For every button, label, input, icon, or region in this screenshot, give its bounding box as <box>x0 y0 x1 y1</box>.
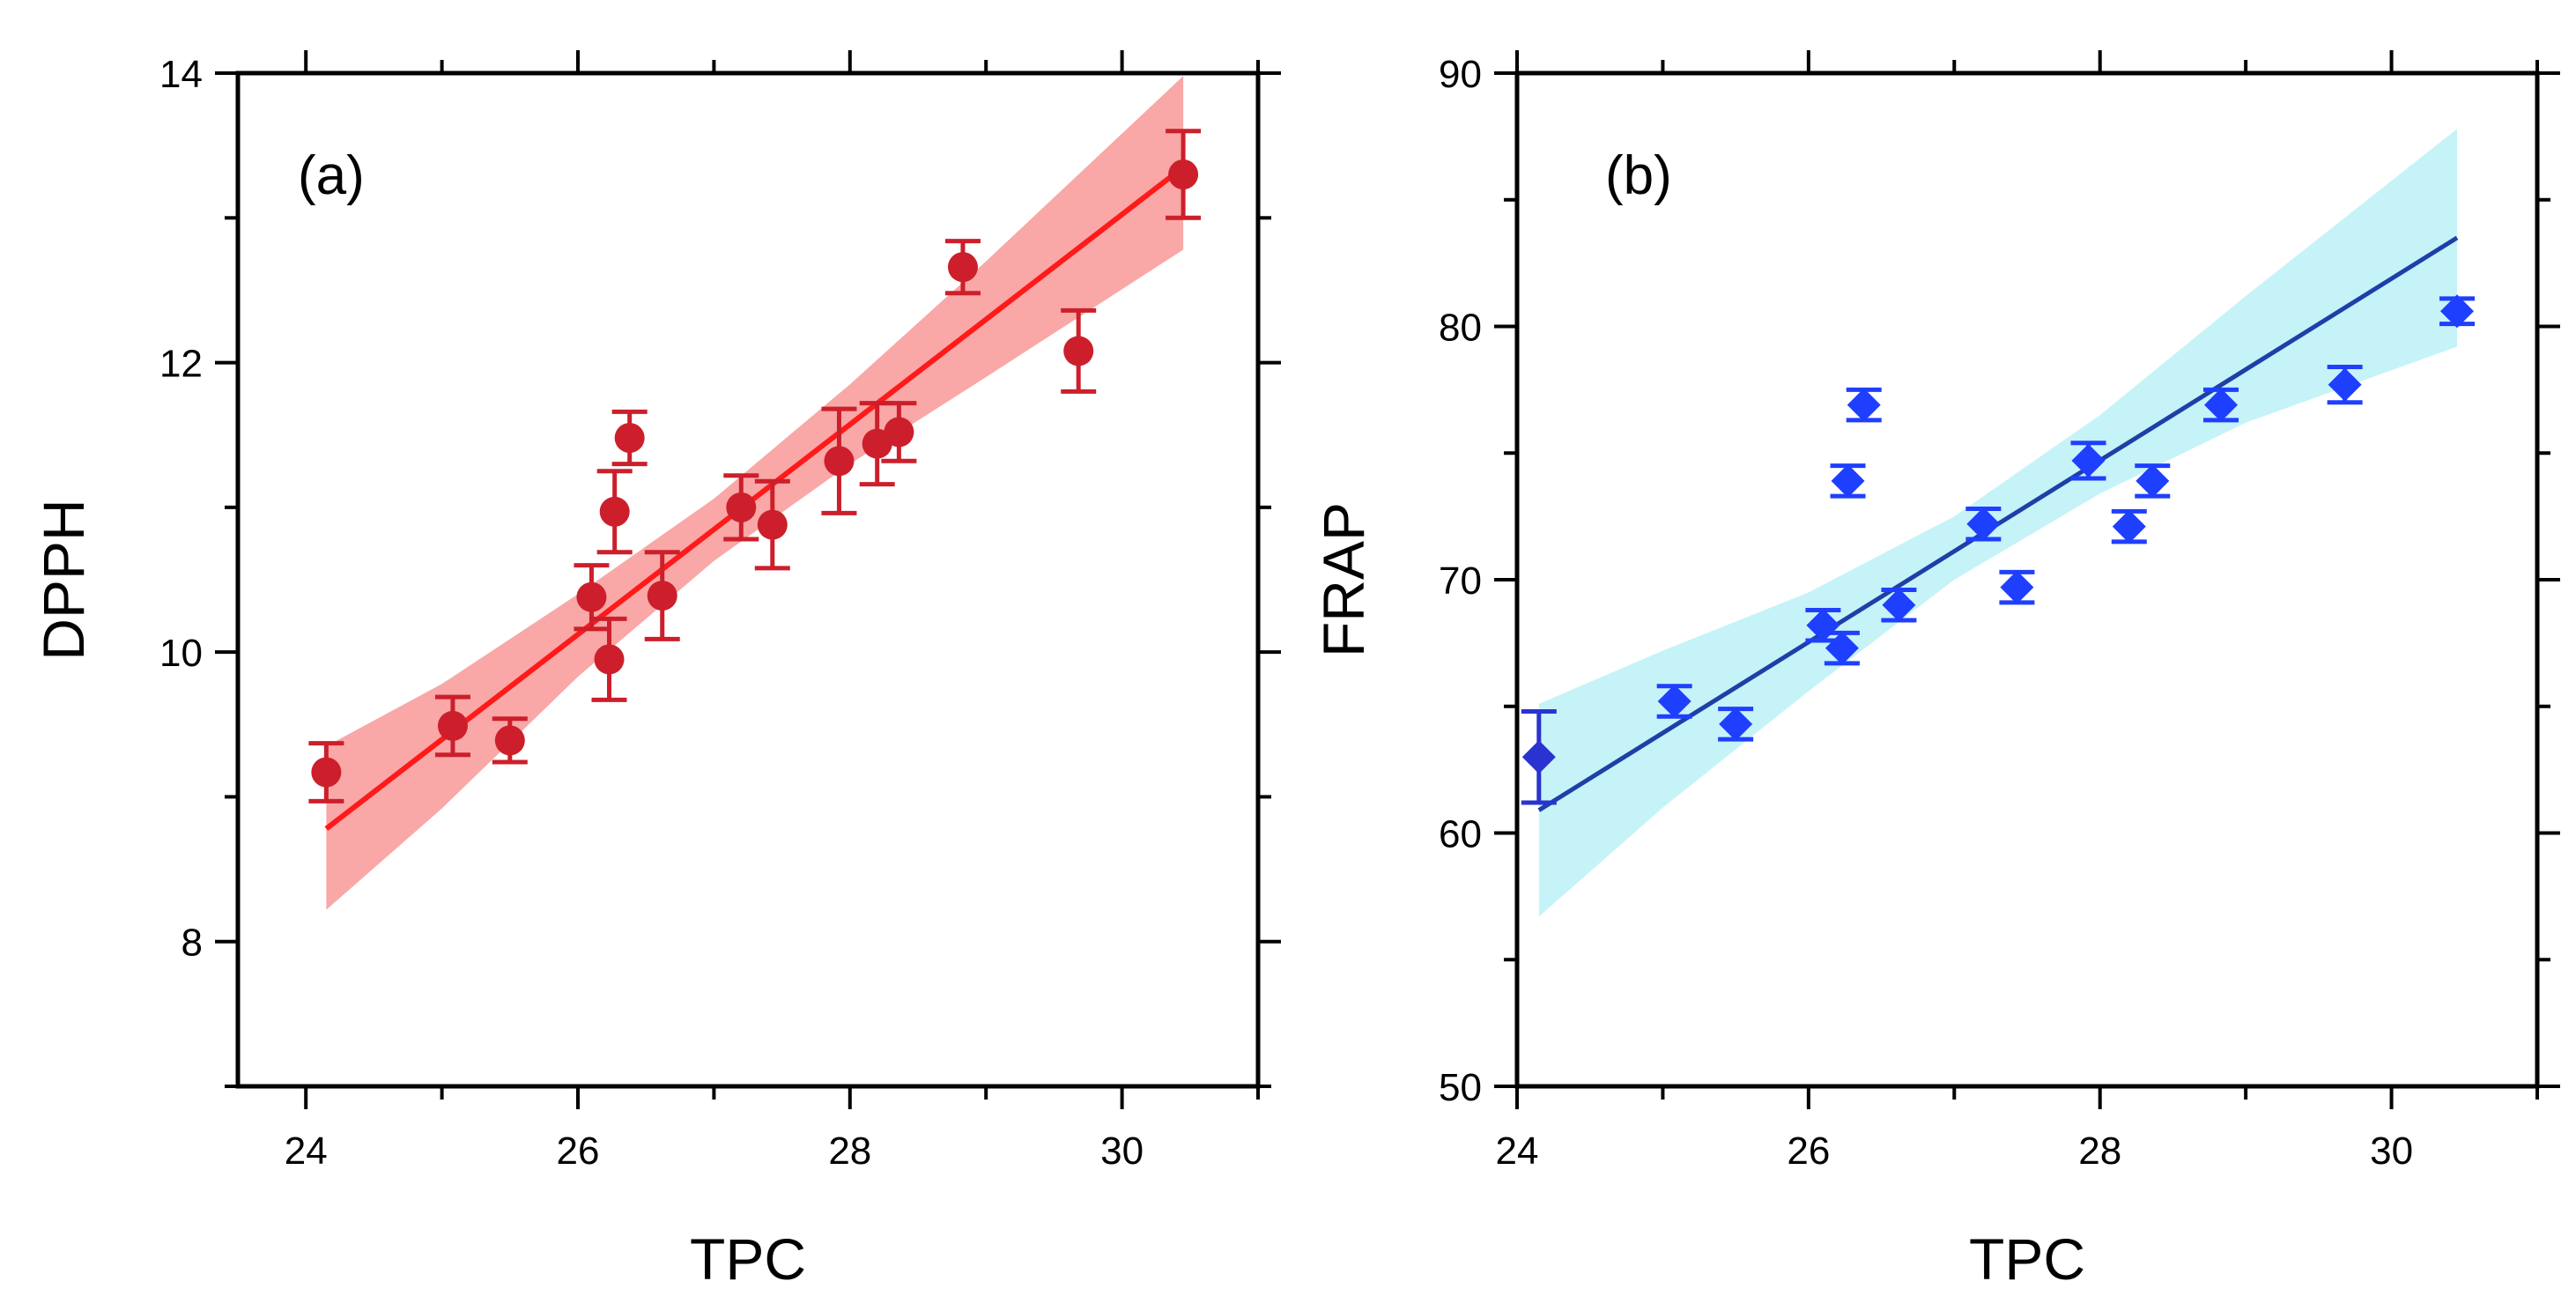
data-marker <box>884 417 914 448</box>
panel-b-x-tick-label: 30 <box>2370 1129 2413 1173</box>
panel-a-point-14 <box>944 239 981 296</box>
panel-a-y-tick-label: 10 <box>159 632 203 675</box>
panel-b-point-5 <box>1824 630 1860 666</box>
panel-a-x-tick-label: 26 <box>557 1129 600 1173</box>
data-marker <box>1168 159 1199 189</box>
panel-a-confidence-band <box>326 76 1184 910</box>
data-marker <box>2136 463 2170 498</box>
panel-b-y-tick-label: 90 <box>1439 53 1482 96</box>
panel-a-point-7 <box>611 409 648 467</box>
panel-b-label: (b) <box>1605 145 1672 206</box>
panel-a-point-16 <box>1166 129 1202 220</box>
panel-b-point-16 <box>2439 294 2476 329</box>
data-marker <box>311 757 342 788</box>
panel-a-y-tick-label: 8 <box>181 922 203 965</box>
panel-b-point-1 <box>1521 709 1557 805</box>
data-marker <box>1063 336 1094 367</box>
panel-b-y-axis-title: FRAP <box>1311 502 1376 657</box>
panel-a-point-9 <box>723 473 759 542</box>
panel-b-point-15 <box>2327 365 2363 405</box>
data-marker <box>947 252 978 283</box>
data-marker <box>1521 740 1556 774</box>
panel-a-plot-frame <box>235 70 1261 1089</box>
data-marker <box>2071 443 2106 478</box>
data-marker <box>1847 388 1881 422</box>
data-marker <box>1719 707 1753 741</box>
data-marker <box>1882 588 1916 622</box>
panel-b-point-6 <box>1830 463 1866 499</box>
panel-a-x-tick-label: 30 <box>1100 1129 1144 1173</box>
data-marker <box>757 509 788 540</box>
panel-b-point-12 <box>2111 508 2147 544</box>
panel-a-point-3 <box>492 716 528 765</box>
data-marker <box>2204 388 2239 422</box>
data-marker <box>726 492 757 522</box>
panel-a-y-axis-title: DPPH <box>31 499 96 660</box>
panel-a-point-10 <box>754 478 790 571</box>
data-marker <box>437 710 468 741</box>
data-marker <box>1831 463 1865 498</box>
panel-b-point-11 <box>2070 441 2106 481</box>
panel-b-point-13 <box>2135 463 2171 499</box>
panel-a-x-tick-label: 24 <box>285 1129 328 1173</box>
panel-a-point-8 <box>644 550 680 641</box>
data-marker <box>824 446 855 477</box>
panel-b-point-14 <box>2203 387 2239 423</box>
panel-b-point-2 <box>1656 684 1692 719</box>
panel-b-x-tick-label: 24 <box>1496 1129 1539 1173</box>
panel-a-label: (a) <box>298 145 365 206</box>
panel-b: 24 26 28 30 50 60 70 80 90 (b) TPC FRAP <box>1311 50 2560 1292</box>
data-marker <box>1657 685 1691 718</box>
data-marker <box>494 725 525 756</box>
data-marker <box>647 581 677 611</box>
panel-b-x-axis-title: TPC <box>1969 1226 2085 1292</box>
data-marker <box>1966 507 2001 541</box>
panel-b-point-3 <box>1718 707 1754 742</box>
data-marker <box>2328 367 2362 402</box>
panel-a: 24 26 28 30 8 10 12 14 (a) TPC DPPH <box>31 50 1281 1292</box>
data-marker <box>2000 570 2034 604</box>
panel-b-y-tick-label: 50 <box>1439 1066 1482 1109</box>
data-marker <box>1825 631 1859 665</box>
data-marker <box>599 496 630 527</box>
panel-b-point-8 <box>1881 588 1917 623</box>
panel-a-x-tick-label: 28 <box>828 1129 871 1173</box>
panel-a-y-tick-label: 14 <box>159 53 203 96</box>
data-marker <box>594 644 625 675</box>
data-marker <box>614 423 645 453</box>
panel-a-point-5 <box>591 616 627 702</box>
panel-a-x-axis-title: TPC <box>690 1226 806 1292</box>
panel-b-point-10 <box>1999 569 2035 605</box>
data-marker <box>576 581 607 612</box>
panel-a-point-4 <box>574 563 610 632</box>
panel-b-y-tick-label: 60 <box>1439 813 1482 856</box>
panel-a-y-tick-label: 12 <box>159 343 203 386</box>
data-marker <box>2112 509 2146 544</box>
panel-b-y-tick-label: 80 <box>1439 307 1482 350</box>
panel-a-point-13 <box>881 401 917 463</box>
data-marker <box>2440 294 2475 329</box>
panel-a-point-6 <box>596 469 633 555</box>
panel-b-point-7 <box>1846 387 1882 423</box>
panel-a-point-2 <box>434 694 470 758</box>
panel-b-point-9 <box>1965 507 2002 542</box>
panel-a-point-1 <box>308 741 344 804</box>
panel-b-y-tick-label: 70 <box>1439 559 1482 603</box>
panel-a-point-11 <box>821 406 857 515</box>
panel-a-point-15 <box>1061 307 1097 394</box>
panel-b-x-tick-label: 28 <box>2078 1129 2121 1173</box>
panel-b-x-tick-label: 26 <box>1787 1129 1830 1173</box>
panel-a-fit-line <box>324 165 1185 831</box>
